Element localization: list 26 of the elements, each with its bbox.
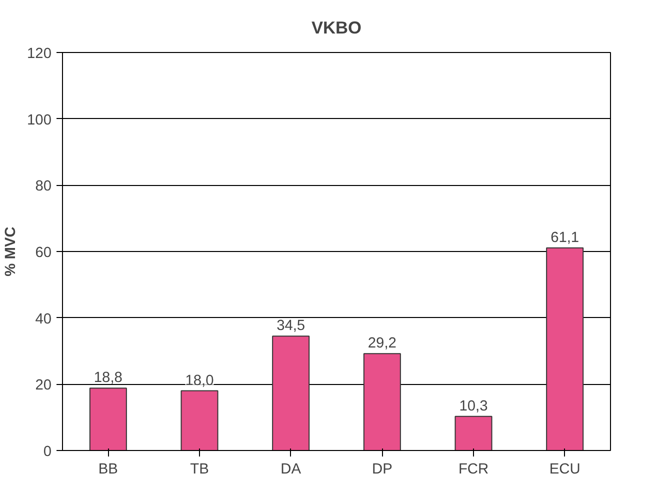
y-tick-label: 100 [27,112,52,128]
data-label: 10,3 [459,398,488,414]
x-tick-label: DP [372,462,392,478]
y-tick-label: 80 [35,178,52,195]
bar [363,353,401,450]
x-tick-label: BB [98,462,118,478]
data-label: 29,2 [368,336,396,352]
x-tick-label: DA [280,462,302,478]
x-tick-label: TB [190,462,209,478]
chart-title: VKBO [311,18,362,38]
y-axis-title: % MVC [3,226,20,276]
bar [454,416,492,450]
bar [180,390,218,450]
bar [89,388,127,450]
x-tick-label: FCR [458,462,489,478]
y-tick-label: 120 [27,46,52,62]
y-tick-label: 0 [43,444,52,460]
y-tick-label: 60 [35,245,52,261]
x-tick-label: ECU [549,462,580,478]
y-tick-label: 20 [35,378,52,394]
data-label: 18,8 [94,370,122,386]
bar [546,247,584,450]
y-tick-label: 40 [35,311,52,328]
data-label: 34,5 [276,318,306,334]
data-label: 61,1 [550,230,580,246]
bar [272,336,310,450]
